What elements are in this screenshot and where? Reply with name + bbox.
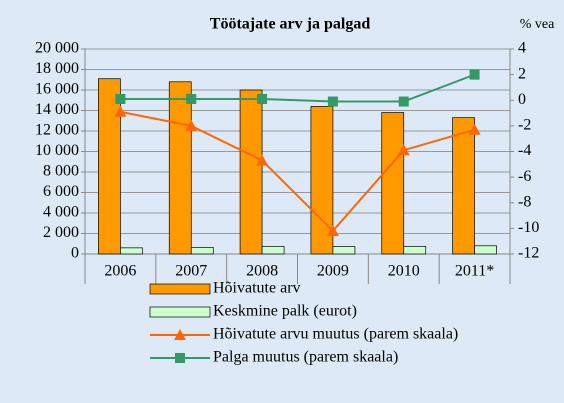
legend-label: Hõivatute arvu muutus (parem skaala)	[213, 326, 458, 343]
legend-swatch	[149, 306, 211, 318]
line-marker	[398, 96, 409, 107]
y-tick-label: 4 000	[43, 204, 79, 221]
y2-tick-label: 0	[518, 91, 526, 108]
legend-swatch	[149, 283, 211, 295]
y2-tick-label: -6	[518, 168, 531, 185]
line-series	[120, 73, 475, 103]
line-marker	[469, 69, 480, 80]
line-marker	[186, 93, 197, 104]
line-marker	[185, 119, 198, 131]
y2-tick-label: 2	[518, 65, 526, 82]
y-tick-label: 10 000	[35, 142, 79, 159]
legend-label: Hõivatute arv	[213, 280, 301, 297]
y2-tick-label: -2	[518, 117, 531, 134]
legend-label: Palga muutus (parem skaala)	[213, 349, 398, 366]
bar	[403, 245, 427, 255]
x-tick-label: 2006	[104, 263, 136, 280]
y-tick-label: 8 000	[43, 163, 79, 180]
x-tick-label: 2011*	[455, 263, 494, 280]
legend-marker	[175, 353, 185, 363]
x-tick-label: 2009	[317, 263, 349, 280]
line-marker	[115, 93, 126, 104]
y2-tick-label: -12	[518, 245, 539, 262]
y-tick-label: 16 000	[35, 81, 79, 98]
bar	[239, 89, 263, 255]
y2-axis-label: % vea	[520, 17, 555, 32]
y-tick-label: 6 000	[43, 183, 79, 200]
y2-tick-label: -10	[518, 219, 539, 236]
y-tick-label: 20 000	[35, 40, 79, 57]
line-series	[120, 110, 475, 233]
line-marker	[327, 96, 338, 107]
bar	[474, 245, 497, 255]
x-tick-label: 2008	[246, 263, 278, 280]
line-marker	[397, 144, 410, 156]
x-tick-label: 2007	[175, 263, 207, 280]
y2-tick-label: -4	[518, 142, 531, 159]
line-marker	[114, 105, 127, 117]
bar	[261, 245, 285, 255]
line-marker	[468, 123, 481, 135]
y2-tick-label: -8	[518, 193, 531, 210]
bar	[332, 246, 356, 255]
bar	[190, 246, 214, 255]
line-marker	[256, 154, 269, 166]
legend-marker	[174, 329, 186, 340]
y-tick-label: 12 000	[35, 122, 79, 139]
line-marker	[326, 224, 339, 236]
y-tick-label: 14 000	[35, 101, 79, 118]
legend-label: Keskmine palk (eurot)	[213, 303, 357, 320]
bar	[452, 117, 475, 255]
y-tick-label: 18 000	[35, 60, 79, 77]
y-tick-label: 0	[71, 245, 79, 262]
y2-tick-label: 4	[518, 40, 526, 57]
y-tick-label: 2 000	[43, 224, 79, 241]
line-marker	[257, 93, 268, 104]
bar	[168, 81, 192, 255]
bar	[310, 106, 334, 255]
bar	[381, 112, 405, 255]
chart-title: Töötajate arv ja palgad	[210, 16, 371, 33]
bar	[98, 78, 121, 255]
bar	[120, 247, 143, 255]
x-tick-label: 2010	[388, 263, 420, 280]
